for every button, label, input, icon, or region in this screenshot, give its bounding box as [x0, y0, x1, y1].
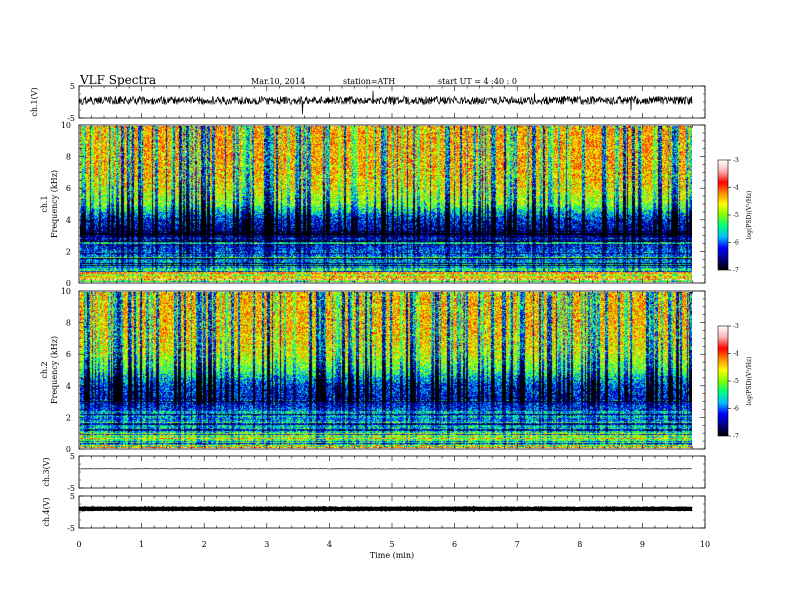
- y-tick-label: 4: [66, 216, 71, 225]
- ch1-spectrogram-image: [80, 126, 692, 282]
- x-tick-label: 6: [452, 540, 457, 549]
- x-tick-label: 2: [202, 540, 207, 549]
- y-tick-label: 2: [66, 413, 71, 422]
- colorbar-tick-label: -4: [733, 185, 739, 192]
- colorbar-tick-label: -3: [733, 157, 739, 164]
- ch4-waveform-trace: [78, 505, 693, 513]
- y-tick-label: 5: [70, 82, 75, 91]
- ch3-waveform-trace: [78, 468, 693, 470]
- ch1-ylabel: ch.1(V): [30, 87, 39, 116]
- colorbar-tick-label: -7: [733, 267, 739, 274]
- y-tick-label: 5: [70, 452, 75, 461]
- y-tick-label: -5: [67, 114, 75, 123]
- figure-title: VLF Spectra: [79, 73, 156, 87]
- date-label: Mar.10, 2014: [251, 77, 305, 86]
- y-tick-label: 10: [61, 287, 71, 296]
- x-tick-label: 10: [700, 540, 710, 549]
- ch2-spectrogram-image: [80, 292, 692, 448]
- ch1-spec-ylabel-freq: Frequency (kHz): [50, 170, 59, 238]
- y-tick-label: 4: [66, 382, 71, 391]
- x-tick-label: 1: [139, 540, 144, 549]
- colorbar-tick-label: -7: [733, 433, 739, 440]
- y-tick-label: 8: [66, 153, 71, 162]
- y-tick-label: 2: [66, 247, 71, 256]
- ch3-ylabel: ch.3(V): [42, 457, 51, 486]
- y-tick-label: 0: [66, 445, 71, 454]
- colorbar-tick-label: -5: [733, 212, 739, 219]
- ch2-colorbar: [718, 326, 728, 436]
- start-ut-label: start UT = 4 :40 : 0: [438, 77, 517, 86]
- x-tick-label: 4: [327, 540, 332, 549]
- ch2-spec-ylabel-freq: Frequency (kHz): [50, 336, 59, 404]
- colorbar-tick-label: -3: [733, 323, 739, 330]
- x-tick-label: 3: [264, 540, 269, 549]
- ch1-colorbar: [718, 160, 728, 270]
- ch1-spec-ylabel-channel: ch.1: [40, 195, 49, 212]
- x-tick-label: 0: [76, 540, 81, 549]
- x-axis-title: Time (min): [370, 551, 414, 560]
- ch4-ylabel: ch.4(V): [42, 497, 51, 526]
- y-tick-label: 6: [66, 184, 71, 193]
- y-tick-label: 6: [66, 350, 71, 359]
- colorbar-tick-label: -6: [733, 240, 739, 247]
- y-tick-label: 0: [66, 279, 71, 288]
- colorbar-tick-label: -4: [733, 351, 739, 358]
- ch2-colorbar-label: log(PSD)(V²/Hz): [746, 357, 753, 406]
- colorbar-tick-label: -6: [733, 406, 739, 413]
- x-tick-label: 9: [640, 540, 645, 549]
- x-tick-label: 7: [515, 540, 520, 549]
- ch1-colorbar-label: log(PSD)(V²/Hz): [746, 191, 753, 240]
- y-tick-label: 10: [61, 121, 71, 130]
- colorbar-tick-label: -5: [733, 378, 739, 385]
- y-tick-label: 8: [66, 319, 71, 328]
- station-label: station=ATH: [343, 77, 395, 86]
- x-tick-label: 5: [389, 540, 394, 549]
- y-tick-label: -5: [67, 484, 75, 493]
- ch1-waveform-trace: [78, 90, 693, 115]
- axes-layer: 0 1 2 3 4 5 6 7 8 9 105-55-55-502468100246810-3-4-…: [61, 82, 739, 549]
- y-tick-label: -5: [67, 524, 75, 533]
- ch2-spec-ylabel-channel: ch.2: [40, 361, 49, 378]
- y-tick-label: 5: [70, 492, 75, 501]
- x-tick-label: 8: [577, 540, 582, 549]
